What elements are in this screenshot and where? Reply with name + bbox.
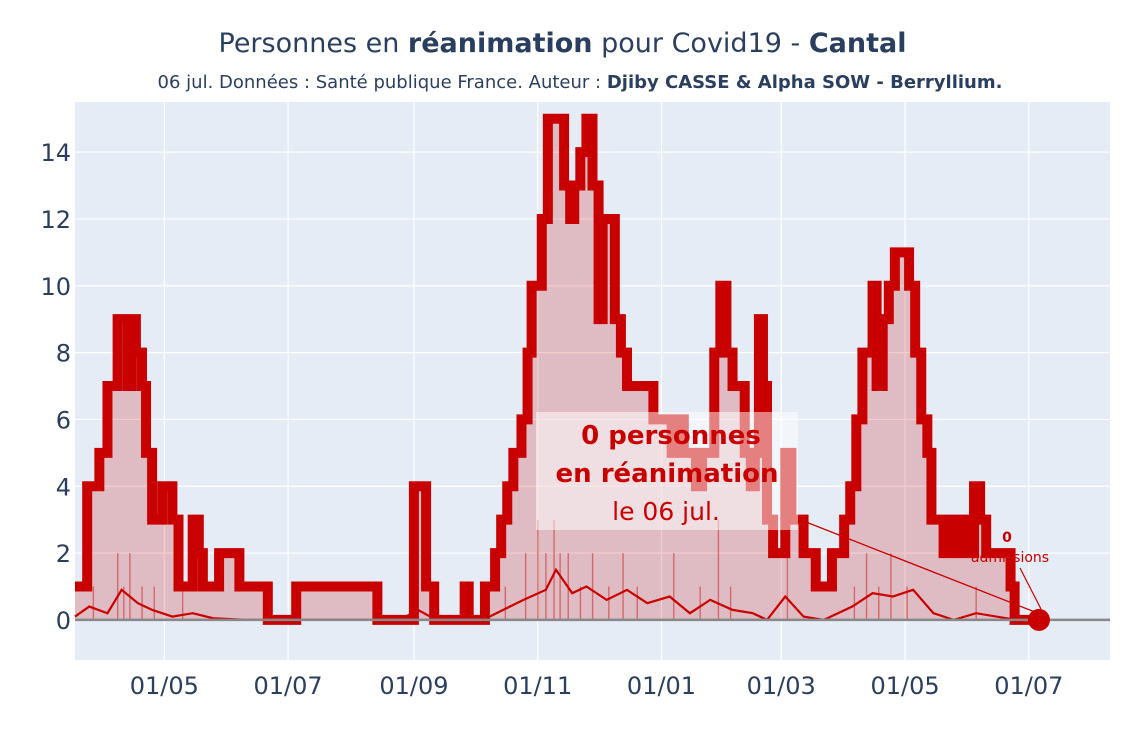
y-tick-label: 0 [56, 607, 71, 635]
admission-bar [853, 586, 856, 620]
chart-subtitle: 06 jul. Données : Santé publique France.… [157, 72, 1003, 93]
admissions-annotation: 0 admissions [971, 530, 1049, 610]
admission-bar [117, 553, 119, 620]
annotation-label: en réanimation [556, 459, 779, 489]
admission-bar [729, 586, 732, 620]
admission-bar [906, 586, 908, 620]
x-tick-label: 01/05 [870, 672, 939, 700]
admission-bar [92, 586, 95, 620]
admissions-label: admissions [971, 550, 1049, 566]
admissions-value: 0 [1002, 530, 1012, 546]
admission-bar [553, 519, 555, 620]
x-tick-label: 01/09 [379, 672, 448, 700]
admission-bar [786, 553, 789, 620]
admission-bar [123, 586, 125, 620]
y-tick-label: 8 [56, 340, 71, 368]
x-tick-label: 01/05 [130, 672, 199, 700]
reanimation-line [75, 113, 1039, 625]
admission-bar [559, 553, 561, 620]
x-tick-label: 01/11 [503, 672, 572, 700]
admissions-line [74, 567, 1039, 622]
y-tick-label: 6 [56, 406, 71, 434]
admission-bar [129, 553, 131, 620]
admission-bar [890, 553, 892, 620]
x-tick-label: 01/03 [747, 672, 816, 700]
annotation-count: 0 personnes [581, 421, 761, 451]
current-value-annotation: 0 personnes en réanimation le 06 jul. [536, 412, 1041, 615]
admission-bar [608, 586, 610, 620]
admission-bar [579, 586, 582, 620]
x-axis-ticks: 01/05 01/07 01/09 01/11 01/01 01/03 01/05 01/07 [130, 672, 1064, 700]
y-tick-label: 2 [56, 540, 71, 568]
chart-title: Personnes en réanimation pour Covid19 - … [218, 28, 907, 59]
admission-bar [622, 553, 624, 620]
admission-bar [545, 553, 547, 620]
last-value-marker [1027, 608, 1050, 631]
reanimation-area-fill [75, 118, 1039, 620]
admission-bar [153, 586, 155, 620]
admission-bar [591, 553, 594, 620]
x-tick-label: 01/07 [254, 672, 323, 700]
x-tick-label: 01/01 [627, 672, 696, 700]
admission-bar [975, 586, 977, 620]
admission-bar [636, 586, 638, 620]
y-tick-label: 10 [40, 273, 71, 301]
x-tick-label: 01/07 [994, 672, 1063, 700]
annotation-arrow [805, 521, 1041, 615]
admission-bars [92, 519, 977, 620]
admission-bar [699, 586, 701, 620]
grid-lines [75, 102, 1110, 660]
admission-bar [673, 553, 675, 620]
y-tick-label: 12 [40, 206, 71, 234]
annotation-date: le 06 jul. [612, 497, 720, 526]
admission-bar [181, 586, 184, 620]
y-axis-ticks: 0 2 4 6 8 10 12 14 [40, 139, 71, 635]
admission-bar [537, 519, 539, 620]
admission-bar [141, 586, 143, 620]
admission-bar [878, 586, 880, 620]
admissions-arrow [1019, 567, 1042, 610]
y-tick-label: 14 [40, 139, 71, 167]
admission-bar [865, 553, 868, 620]
admission-bar [524, 553, 527, 620]
plot-background [75, 102, 1110, 660]
admission-bar [504, 586, 507, 620]
y-tick-label: 4 [56, 473, 71, 501]
admission-bar [717, 519, 720, 620]
